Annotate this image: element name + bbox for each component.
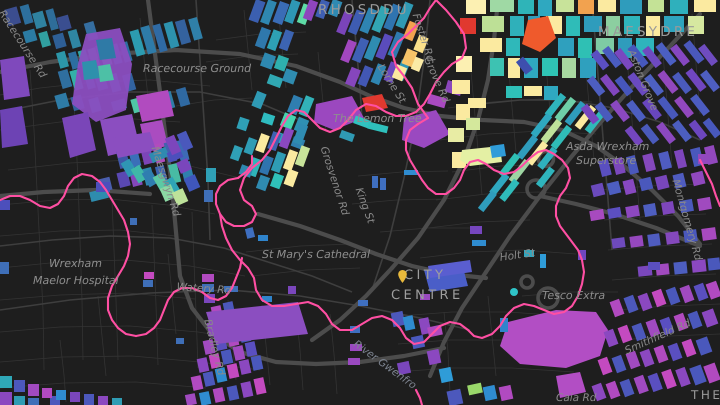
building-cluster-lemon-tree bbox=[402, 80, 464, 148]
building-misc bbox=[130, 154, 710, 344]
building-cluster-northeast-bright bbox=[448, 0, 716, 168]
building-cluster-city-centre bbox=[206, 260, 472, 344]
building-cluster-racecourse bbox=[0, 28, 174, 158]
building-cluster-maesgwyn bbox=[96, 130, 216, 206]
city-centre-marker-icon[interactable] bbox=[398, 270, 407, 283]
building-cluster-southwest-lower bbox=[0, 376, 122, 405]
building-cluster-aston-grove bbox=[515, 40, 720, 147]
building-cluster-tesco bbox=[500, 288, 608, 398]
